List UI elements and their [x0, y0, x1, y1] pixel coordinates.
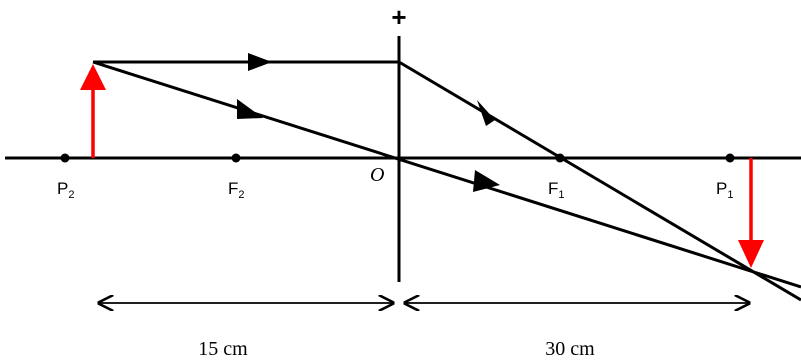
lens-plus-sign: +	[391, 2, 406, 32]
point-f2-dot	[231, 153, 241, 163]
ray-center-arrowhead-1	[237, 99, 263, 119]
label-p1: P1	[716, 179, 733, 201]
ray-refracted	[398, 60, 801, 302]
label-p2: P2	[57, 179, 74, 201]
object-arrowhead	[80, 64, 106, 90]
ray-refracted-arrowhead	[477, 100, 495, 126]
ray-through-center	[92, 60, 801, 289]
point-p1-dot	[725, 153, 735, 163]
ray-parallel-arrowhead	[248, 53, 272, 71]
image-arrowhead	[738, 240, 764, 268]
image-distance-label: 30 cm	[545, 338, 595, 360]
point-f1-dot	[555, 153, 565, 163]
point-p2-dot	[60, 153, 70, 163]
ray-center-arrowhead-2	[473, 170, 500, 192]
label-f1: F1	[548, 179, 565, 201]
label-o: O	[370, 164, 384, 186]
label-f2: F2	[228, 179, 245, 201]
object-distance-label: 15 cm	[198, 338, 248, 360]
